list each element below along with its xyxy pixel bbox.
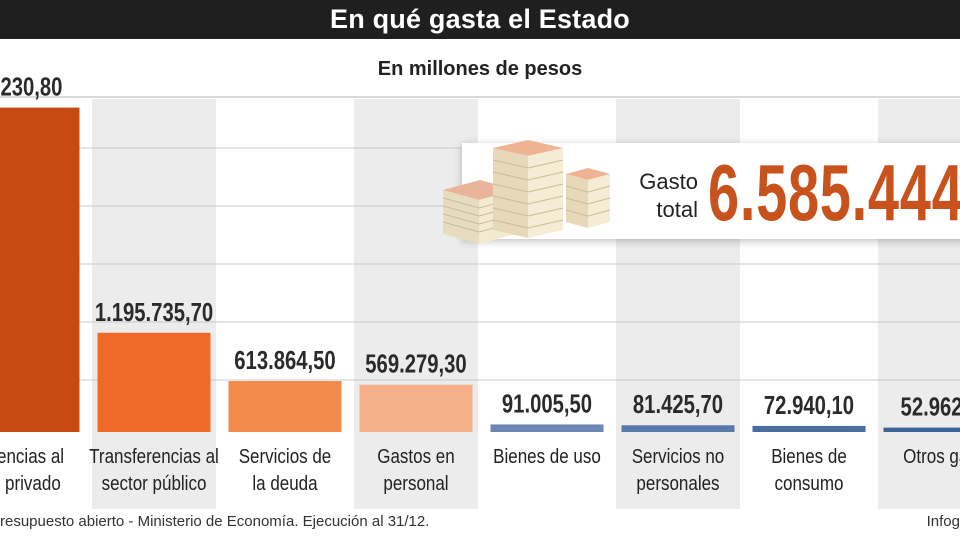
category-label: Servicios no (632, 445, 725, 468)
total-label-line1: Gasto (639, 169, 698, 194)
bar (490, 424, 604, 432)
header-divider (0, 96, 960, 98)
bar (0, 107, 80, 432)
data-label: 81.425,70 (633, 390, 723, 419)
chart-subtitle: En millones de pesos (377, 58, 583, 80)
data-label: 613.864,50 (234, 346, 335, 375)
data-label: 72.940,10 (764, 391, 854, 420)
total-label: Gasto total (628, 168, 698, 224)
category-label: sector público (102, 472, 207, 495)
total-label-line2: total (656, 197, 698, 222)
category-label: Transferencias al (89, 445, 219, 468)
source-note: resupuesto abierto - Ministerio de Econo… (0, 513, 430, 530)
category-label: Gastos en (377, 445, 454, 468)
category-label: personal (383, 472, 448, 495)
category-label: erencias al (0, 445, 64, 468)
data-label: 569.279,30 (365, 349, 466, 378)
money-stack-icon (442, 140, 611, 244)
column-band (354, 99, 478, 509)
total-value: 6.585.444 (708, 148, 960, 237)
category-label: la deuda (252, 472, 318, 495)
category-label: personales (636, 472, 719, 495)
category-label: Bienes de (771, 445, 847, 468)
category-label: Bienes de uso (493, 445, 601, 468)
bar (359, 384, 473, 432)
data-label: 91.005,50 (502, 389, 592, 418)
bar (228, 381, 342, 432)
data-label: 8.230,80 (0, 72, 62, 101)
chart-title: En qué gasta el Estado (0, 0, 960, 39)
category-label: or privado (0, 472, 61, 495)
bar (752, 425, 866, 432)
credit-note: Infog (926, 513, 960, 530)
bar (621, 425, 735, 432)
category-label: Otros gas (903, 445, 960, 468)
column-band (92, 99, 216, 509)
bar (97, 332, 211, 432)
category-label: Servicios de (239, 445, 332, 468)
category-label: consumo (775, 472, 844, 495)
data-label: 52.962,3 (901, 392, 960, 421)
data-label: 1.195.735,70 (95, 297, 213, 326)
bar (883, 427, 960, 432)
